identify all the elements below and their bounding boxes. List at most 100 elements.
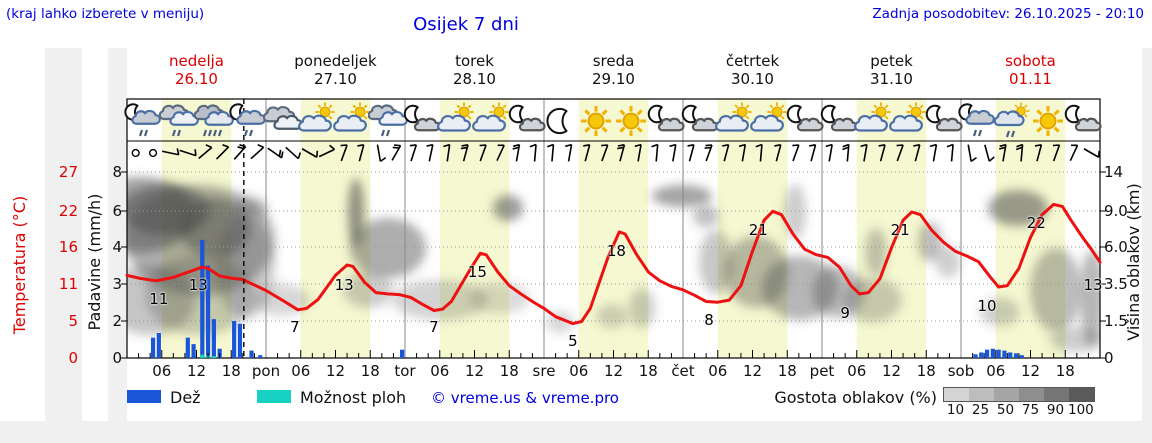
- cloud-shading: [127, 177, 1100, 352]
- wind-barb-icon: [179, 149, 197, 157]
- rain-bar: [1013, 353, 1019, 358]
- page-title: Osijek 7 dni: [413, 14, 519, 35]
- wind-barb-icon: [967, 144, 972, 162]
- wind-barb-icon: [301, 148, 318, 158]
- precip-tick-8: 8: [112, 163, 122, 181]
- cloud-density-colorbar: [943, 387, 1095, 402]
- wind-calm-icon: [131, 148, 140, 158]
- cloud-density-legend-label: Gostota oblakov (%): [774, 388, 937, 407]
- last-update-text: Zadnja posodobitev: 26.10.2025 - 20:10: [872, 6, 1144, 22]
- wind-barb-icon: [250, 146, 265, 160]
- density-segment: [969, 388, 994, 401]
- rain-bar: [200, 239, 205, 358]
- temp-tick-11: 11: [58, 275, 78, 293]
- temp-value-label: 18: [606, 242, 626, 260]
- temp-value-label: 13: [1083, 276, 1103, 295]
- sun-cloud-weather-icon: [298, 100, 338, 142]
- x-day-label-čet: čet: [671, 362, 695, 380]
- density-segment: [994, 388, 1019, 401]
- wind-barb-icon: [950, 144, 954, 162]
- wind-barb-icon: [1069, 144, 1079, 162]
- showers-legend-label: Možnost ploh: [300, 388, 407, 407]
- wind-barb-icon: [792, 144, 800, 162]
- density-segment: [1019, 388, 1044, 401]
- density-segment: [944, 388, 969, 401]
- wind-barb-icon: [741, 144, 747, 162]
- density-tick-50: 50: [996, 402, 1015, 418]
- density-segment: [1069, 388, 1094, 401]
- x-tick-label-06: 06: [986, 362, 1006, 380]
- x-tick-label-12: 12: [603, 362, 624, 380]
- temperature-line: [125, 202, 1102, 326]
- precip-tick-3: 3: [112, 275, 122, 293]
- density-tick-75: 75: [1021, 402, 1040, 418]
- bg-strip-left: [45, 48, 82, 421]
- wind-barb-icon: [533, 144, 537, 162]
- km-tick-1.5: 1.5: [1104, 312, 1128, 330]
- x-tick-label-06: 06: [152, 362, 172, 380]
- x-tick-label-18: 18: [1055, 362, 1075, 380]
- temp-value-label: 15: [467, 262, 487, 281]
- x-tick-label-06: 06: [708, 362, 728, 380]
- rain-legend-label: Dež: [170, 388, 201, 407]
- rain-bar: [1019, 355, 1024, 358]
- n-cloud-weather-icon: [785, 100, 825, 142]
- rain-bar: [150, 337, 156, 358]
- sun-weather-icon: [576, 100, 616, 142]
- temp-value-label: 11: [149, 290, 169, 309]
- credit-link[interactable]: © vreme.us & vreme.pro: [431, 389, 619, 407]
- precip-tick-2: 2: [112, 312, 122, 330]
- x-day-label-sre: sre: [532, 362, 556, 380]
- temp-value-label: 7: [290, 317, 300, 336]
- x-tick-label-18: 18: [916, 362, 936, 380]
- x-tick-label-12: 12: [881, 362, 902, 380]
- sun-cloud-weather-icon: [750, 100, 790, 142]
- wind-barb-icon: [655, 144, 659, 162]
- wind-barb-icon: [775, 144, 782, 162]
- km-tick-3.5: 3.5: [1104, 275, 1128, 293]
- wind-barb-icon: [198, 146, 213, 160]
- day-header-nedelja: nedelja 26.10: [127, 52, 266, 88]
- wind-barb-icon: [410, 144, 418, 162]
- wind-barb-icon: [810, 144, 817, 162]
- temp-value-label: 13: [334, 276, 354, 295]
- temp-value-label: 5: [568, 331, 578, 350]
- rain-bar: [185, 337, 190, 358]
- density-segment: [1044, 388, 1069, 401]
- sun-cloud-weather-icon: [715, 100, 755, 142]
- n-rain-weather-icon: [958, 100, 998, 142]
- wind-barb-icon: [446, 144, 451, 162]
- x-tick-label-18: 18: [221, 362, 241, 380]
- day-header-sreda: sreda 29.10: [544, 52, 683, 88]
- n-cloud-weather-icon: [680, 100, 720, 142]
- wind-barb-icon: [428, 144, 434, 162]
- precip-tick-4: 4: [112, 238, 122, 256]
- rain-bar: [1008, 352, 1013, 358]
- showers-bar: [211, 356, 216, 358]
- bg-strip-bottom: [0, 421, 1152, 443]
- day-header-ponedeljek: ponedeljek 27.10: [266, 52, 405, 88]
- wind-barb-icon: [896, 144, 904, 162]
- x-tick-label-12: 12: [186, 362, 207, 380]
- density-tick-25: 25: [971, 402, 990, 418]
- wind-barb-icon: [285, 146, 299, 160]
- temp-value-label: 22: [1026, 214, 1046, 233]
- n-rain-weather-icon: [229, 100, 269, 142]
- precip-tick-0: 0: [112, 349, 122, 367]
- wind-barb-icon: [340, 144, 348, 162]
- n-cloud-weather-icon: [507, 100, 547, 142]
- x-tick-label-06: 06: [847, 362, 867, 380]
- density-tick-100: 100: [1068, 402, 1094, 418]
- temp-value-label: 13: [188, 276, 208, 295]
- temp-value-label: 8: [704, 310, 714, 329]
- rain-bar: [973, 354, 978, 358]
- wind-barb-icon: [215, 146, 230, 160]
- rain-legend-swatch: [127, 390, 161, 403]
- rain-bar: [1002, 350, 1007, 358]
- rain-bar: [205, 265, 211, 358]
- precip-tick-6: 6: [112, 202, 122, 220]
- rain-bar: [249, 350, 254, 358]
- wind-barb-icon: [318, 148, 335, 158]
- temp-value-label: 21: [890, 221, 910, 240]
